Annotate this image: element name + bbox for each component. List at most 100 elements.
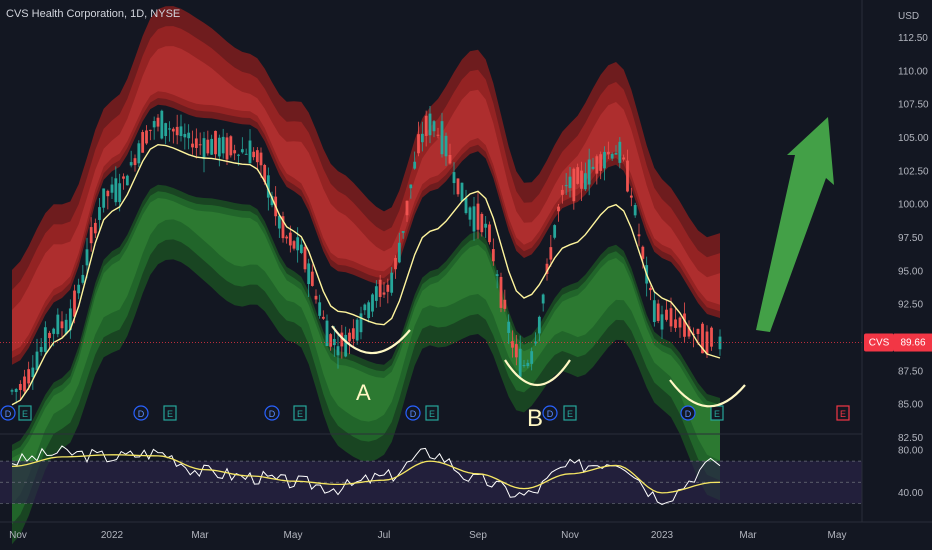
candle-body bbox=[480, 213, 484, 233]
candle-body bbox=[622, 157, 626, 160]
candle-body bbox=[568, 176, 572, 188]
candle-body bbox=[183, 133, 187, 138]
event-letter: E bbox=[840, 409, 846, 419]
candle-body bbox=[488, 224, 491, 243]
candle-body bbox=[507, 321, 511, 333]
dividend-marker: D bbox=[405, 405, 421, 421]
dividend-marker: D bbox=[0, 405, 16, 421]
candle-body bbox=[495, 274, 499, 276]
candle-body bbox=[217, 137, 221, 157]
candle-body bbox=[359, 313, 363, 333]
candle-body bbox=[277, 215, 281, 229]
candle-body bbox=[674, 319, 677, 328]
last-price-tag: CVS 89.66 bbox=[864, 333, 932, 352]
moving-average-line bbox=[11, 143, 721, 406]
y-tick-label: 87.50 bbox=[898, 366, 923, 377]
candle-body bbox=[583, 173, 587, 190]
x-tick-label: May bbox=[284, 530, 303, 541]
candle-body bbox=[405, 200, 409, 216]
y-tick-label: 112.50 bbox=[898, 33, 928, 44]
price-tag-text: 89.66 bbox=[900, 338, 925, 349]
candle-body bbox=[591, 166, 595, 169]
candle-body bbox=[35, 351, 39, 371]
candle-body bbox=[572, 168, 576, 202]
candle-body bbox=[603, 151, 606, 169]
candle-body bbox=[110, 184, 114, 193]
y-tick-label: 107.50 bbox=[898, 100, 929, 111]
candle-body bbox=[468, 207, 472, 220]
candle-body bbox=[106, 190, 110, 197]
event-letter: D bbox=[269, 409, 276, 419]
candle-body bbox=[93, 222, 97, 234]
candle-body bbox=[652, 300, 656, 323]
candle-body bbox=[194, 138, 198, 148]
dividend-marker-circle bbox=[264, 405, 280, 421]
ticker-tag-bg bbox=[864, 333, 894, 352]
candle-body bbox=[637, 234, 641, 237]
earnings-marker-box bbox=[293, 405, 307, 421]
candle-body bbox=[649, 287, 652, 291]
candle-body bbox=[68, 308, 72, 331]
candle-body bbox=[318, 302, 322, 316]
candle-body bbox=[168, 128, 171, 130]
candle-body bbox=[56, 314, 60, 335]
y-tick-label: 100.00 bbox=[898, 200, 929, 211]
candle-body bbox=[460, 182, 464, 202]
y-tick-label: 97.50 bbox=[898, 233, 923, 244]
candle-body bbox=[491, 249, 495, 262]
event-letter: D bbox=[547, 409, 554, 419]
candle-body bbox=[160, 110, 164, 139]
label-b: B bbox=[527, 405, 543, 432]
candle-body bbox=[259, 152, 263, 166]
candle-body bbox=[81, 274, 85, 283]
candle-body bbox=[444, 135, 448, 157]
candle-body bbox=[18, 384, 22, 391]
candle-body bbox=[629, 195, 633, 198]
candle-body bbox=[576, 167, 580, 184]
candle-body bbox=[252, 151, 256, 158]
candle-body bbox=[314, 295, 318, 300]
candle-body bbox=[214, 130, 217, 155]
candle-body bbox=[255, 150, 259, 163]
currency-label: USD bbox=[898, 11, 919, 22]
candle-body bbox=[281, 216, 285, 239]
candle-body bbox=[77, 284, 81, 294]
candle-body bbox=[129, 162, 133, 166]
dividend-marker: D bbox=[264, 405, 280, 421]
candle-body bbox=[413, 161, 417, 169]
candle-body bbox=[39, 347, 43, 352]
candle-body bbox=[367, 302, 371, 319]
earnings-marker-box bbox=[836, 405, 850, 421]
event-letter: E bbox=[167, 409, 173, 419]
earnings-marker: E bbox=[563, 405, 577, 421]
event-letter: E bbox=[714, 409, 720, 419]
earnings-marker-box bbox=[18, 405, 32, 421]
y-tick-label: 110.00 bbox=[898, 66, 928, 77]
candle-body bbox=[310, 271, 314, 286]
event-letter: E bbox=[567, 409, 573, 419]
candle-body bbox=[705, 331, 709, 355]
osc-y-tick-label: 40.00 bbox=[898, 488, 923, 499]
candle-body bbox=[344, 334, 348, 357]
dividend-marker: D bbox=[133, 405, 149, 421]
candle-body bbox=[248, 140, 252, 164]
candle-body bbox=[401, 231, 405, 233]
candle-body bbox=[557, 206, 560, 212]
candle-body bbox=[499, 276, 503, 308]
candle-body bbox=[244, 153, 248, 155]
candle-body bbox=[683, 313, 686, 337]
candle-body bbox=[48, 332, 51, 339]
y-tick-label: 102.50 bbox=[898, 166, 929, 177]
candle-body bbox=[424, 115, 428, 136]
candle-body bbox=[452, 172, 456, 184]
candle-body bbox=[329, 334, 333, 347]
dividend-marker: D bbox=[542, 405, 558, 421]
x-tick-label: Nov bbox=[9, 530, 27, 541]
earnings-marker: E bbox=[18, 405, 32, 421]
event-letter: E bbox=[429, 409, 435, 419]
candle-body bbox=[125, 175, 129, 186]
candle-body bbox=[118, 183, 122, 203]
candle-body bbox=[378, 279, 382, 297]
